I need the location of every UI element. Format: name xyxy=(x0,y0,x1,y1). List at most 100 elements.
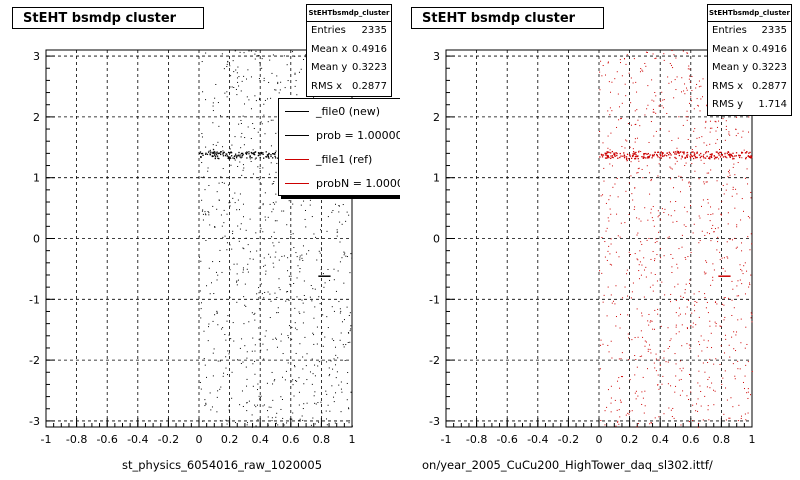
scatter-point xyxy=(271,371,273,373)
scatter-point xyxy=(728,344,730,346)
scatter-point xyxy=(655,112,657,114)
band-point xyxy=(729,153,731,155)
scatter-point xyxy=(681,234,683,236)
scatter-point xyxy=(635,398,637,400)
scatter-point xyxy=(700,335,702,337)
band-point xyxy=(646,157,648,159)
band-point xyxy=(654,151,656,154)
scatter-point xyxy=(652,220,654,222)
scatter-point xyxy=(640,68,642,70)
scatter-point xyxy=(299,255,301,257)
scatter-point xyxy=(658,163,660,165)
band-point xyxy=(607,156,610,158)
scatter-point xyxy=(691,76,693,78)
scatter-point xyxy=(321,331,323,333)
scatter-point xyxy=(675,57,677,59)
scatter-point xyxy=(742,210,744,212)
band-point xyxy=(262,153,264,156)
scatter-point xyxy=(609,195,611,197)
band-point xyxy=(251,156,253,159)
scatter-point xyxy=(216,152,218,154)
scatter-point xyxy=(652,111,654,113)
scatter-point xyxy=(716,303,718,305)
scatter-point xyxy=(741,283,743,285)
band-point xyxy=(664,154,666,156)
scatter-point xyxy=(696,301,698,303)
scatter-point xyxy=(245,229,247,231)
scatter-point xyxy=(250,108,252,110)
scatter-point xyxy=(327,268,329,270)
scatter-point xyxy=(719,251,721,253)
scatter-point xyxy=(306,379,308,381)
scatter-point xyxy=(643,257,645,259)
scatter-point xyxy=(259,342,261,344)
scatter-point xyxy=(670,293,672,295)
band-point xyxy=(693,152,696,154)
scatter-point xyxy=(615,325,617,327)
scatter-point xyxy=(736,295,738,297)
scatter-point xyxy=(747,388,749,390)
scatter-point xyxy=(686,89,688,91)
left-stats-row-mean-y: Mean y 0.3223 xyxy=(311,62,387,73)
scatter-point xyxy=(604,256,606,258)
scatter-point xyxy=(312,417,314,419)
scatter-point xyxy=(621,352,623,354)
scatter-point xyxy=(639,125,641,127)
scatter-point xyxy=(703,142,705,144)
band-point xyxy=(242,152,244,155)
scatter-point xyxy=(634,110,636,112)
scatter-point xyxy=(616,409,618,411)
band-point xyxy=(657,151,659,153)
band-point xyxy=(730,154,733,157)
band-point xyxy=(219,152,221,154)
scatter-point xyxy=(218,199,220,201)
scatter-point xyxy=(599,130,601,132)
band-point xyxy=(617,157,619,159)
scatter-point xyxy=(698,422,700,424)
band-point xyxy=(199,151,202,153)
scatter-point xyxy=(205,402,207,404)
scatter-point xyxy=(727,223,729,225)
scatter-point xyxy=(610,294,612,296)
scatter-point xyxy=(302,419,304,421)
scatter-point xyxy=(351,257,353,259)
scatter-point xyxy=(349,312,351,314)
scatter-point xyxy=(621,75,623,77)
scatter-point xyxy=(208,326,210,328)
scatter-point xyxy=(698,316,700,318)
scatter-point xyxy=(286,224,288,226)
scatter-point xyxy=(731,299,733,301)
scatter-point xyxy=(632,82,634,84)
scatter-point xyxy=(691,163,693,165)
band-point xyxy=(735,152,738,154)
scatter-point xyxy=(614,183,616,185)
scatter-point xyxy=(670,385,672,387)
scatter-point xyxy=(610,213,612,215)
scatter-point xyxy=(212,144,214,146)
scatter-point xyxy=(239,51,241,53)
scatter-point xyxy=(207,167,209,169)
band-point xyxy=(659,156,661,159)
band-point xyxy=(607,151,609,153)
scatter-point xyxy=(707,340,709,342)
scatter-point xyxy=(277,312,279,314)
scatter-point xyxy=(634,138,636,140)
scatter-point xyxy=(303,280,305,282)
scatter-point xyxy=(244,103,246,105)
scatter-point xyxy=(202,219,204,221)
band-point xyxy=(634,158,637,160)
scatter-point xyxy=(327,327,329,329)
scatter-point xyxy=(238,209,240,211)
scatter-point xyxy=(242,405,244,407)
scatter-point xyxy=(275,416,277,418)
scatter-point xyxy=(603,167,605,169)
scatter-point xyxy=(599,270,601,272)
scatter-point xyxy=(665,361,667,363)
scatter-point xyxy=(695,324,697,326)
band-point xyxy=(735,155,737,157)
scatter-point xyxy=(609,149,611,151)
scatter-point xyxy=(224,334,226,336)
y-tick-label: -2 xyxy=(429,354,440,367)
scatter-point xyxy=(634,392,636,394)
scatter-point xyxy=(712,224,714,226)
